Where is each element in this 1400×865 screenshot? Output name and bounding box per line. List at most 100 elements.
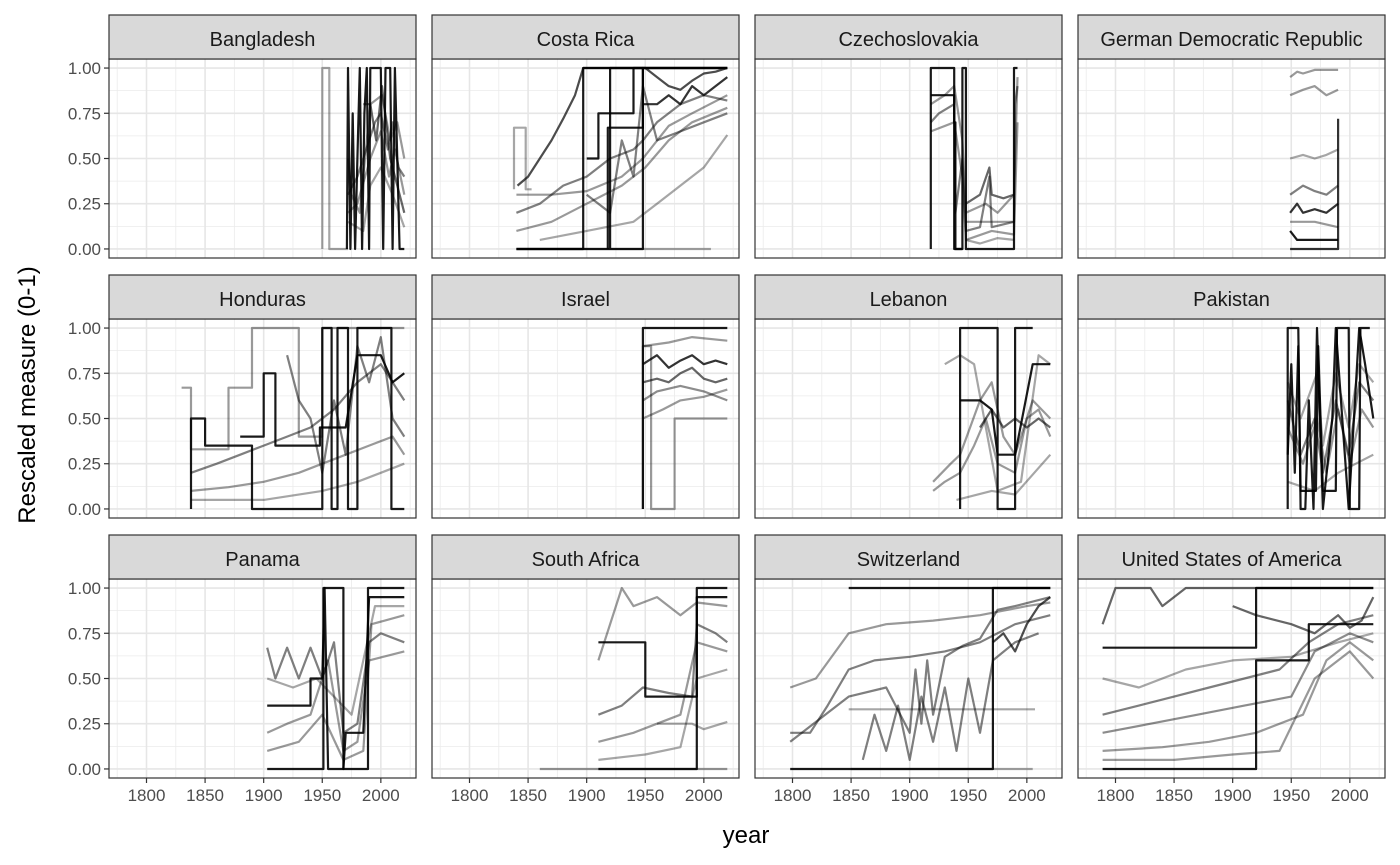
series-line-3 [1289, 148, 1339, 160]
strip-label: Czechoslovakia [838, 29, 979, 51]
series-line-4 [347, 130, 406, 214]
strip-background [1077, 534, 1386, 580]
strip-background [108, 14, 417, 60]
x-tick-label: 1950 [626, 786, 664, 805]
series-line-2 [345, 66, 405, 251]
series-line-4 [266, 650, 405, 752]
facet-panel-honduras: Honduras 0.00 0.25 0.50 0.75 1.00 [68, 274, 417, 519]
series-line-5 [861, 632, 1039, 761]
series-line-4 [642, 366, 728, 384]
x-tick-label: 1850 [1155, 786, 1193, 805]
facet-panel-costa-rica: Costa Rica [431, 14, 740, 259]
series-line-8 [992, 596, 1051, 653]
series-line-5 [598, 641, 728, 743]
series-line-8 [965, 237, 1015, 245]
strip-label: United States of America [1121, 549, 1342, 571]
strip-background [754, 274, 1063, 320]
y-tick-label: 0.75 [68, 104, 101, 123]
series-line-5 [266, 614, 405, 761]
facet-panel-bangladesh: Bangladesh 0.00 0.25 0.50 0.75 1.00 [68, 14, 417, 259]
series-line-4 [789, 596, 1051, 743]
series-line-4 [1290, 118, 1340, 251]
series-line-3 [240, 354, 405, 447]
series-line-7 [286, 336, 406, 474]
series-line-6 [965, 166, 1015, 205]
series-line-7 [1289, 230, 1339, 241]
facet-panel-panama: Panama 0.00 0.25 0.50 0.75 1.00 1800 1850 1900 19… [68, 534, 417, 805]
x-tick-label: 2000 [362, 786, 400, 805]
series-line-7 [642, 388, 728, 420]
series-line-8 [657, 720, 728, 731]
series-line-5 [1289, 202, 1339, 214]
series-line-4 [598, 623, 728, 716]
strip-background [754, 14, 1063, 60]
series-line-7 [1102, 650, 1375, 761]
series-line-5 [586, 66, 728, 160]
series-line-6 [1287, 453, 1374, 492]
series-line-6 [516, 66, 728, 187]
series-line-7 [598, 668, 728, 761]
series-line-6 [191, 462, 405, 501]
strip-background [108, 274, 417, 320]
series-line-6 [266, 605, 405, 716]
series-line-2 [1102, 623, 1374, 771]
strip-label: Bangladesh [210, 29, 316, 51]
strip-label: Honduras [219, 289, 306, 311]
y-tick-label: 1.00 [68, 579, 101, 598]
series-line-6 [597, 586, 728, 661]
series-line-6 [1289, 184, 1339, 196]
facet-panel-israel: Israel [431, 274, 740, 519]
series-line-2 [960, 363, 1051, 456]
series-line-9 [516, 94, 728, 196]
facet-panel-united-states-of-america: United States of America 1800 1850 1900 1950… [1077, 534, 1386, 805]
series-line-5 [190, 435, 406, 492]
y-tick-label: 0.00 [68, 500, 101, 519]
y-tick-label: 1.00 [68, 59, 101, 78]
x-tick-label: 1800 [774, 786, 812, 805]
facet-panel-switzerland: Switzerland 1800 1850 1900 1950 2000 [754, 534, 1063, 805]
strip-label: South Africa [532, 549, 641, 571]
series-line-4 [190, 363, 406, 474]
series-line-12 [642, 76, 728, 106]
x-tick-label: 1900 [245, 786, 283, 805]
x-tick-label: 1850 [832, 786, 870, 805]
series-line-6 [347, 166, 406, 232]
series-line-1 [321, 66, 348, 251]
y-tick-label: 0.50 [68, 410, 101, 429]
series-line-1 [641, 326, 728, 509]
series-line-4 [1102, 614, 1374, 716]
y-tick-label: 0.25 [68, 715, 101, 734]
x-axis-title: year [723, 822, 770, 849]
strip-label: Switzerland [857, 549, 960, 571]
series-line-5 [1102, 632, 1374, 734]
series-line-8 [1232, 596, 1375, 635]
series-line-5 [944, 354, 1051, 492]
strip-label: Panama [225, 549, 300, 571]
series-line-10 [539, 134, 729, 241]
x-tick-label: 1950 [303, 786, 341, 805]
series-line-2 [267, 586, 405, 771]
strip-background [431, 14, 740, 60]
y-axis-title: Rescaled measure (0-1) [14, 266, 41, 523]
series-line-1 [959, 326, 1033, 511]
facet-panel-german-democratic-republic: German Democratic Republic [1077, 14, 1386, 259]
series-line-4 [930, 77, 1019, 214]
series-line-7 [363, 85, 406, 214]
strip-label: Lebanon [870, 289, 948, 311]
facet-panel-pakistan: Pakistan [1077, 274, 1386, 519]
series-line-3 [1101, 586, 1374, 625]
x-tick-label: 1950 [949, 786, 987, 805]
series-line-4 [932, 381, 1052, 483]
strip-background [754, 534, 1063, 580]
series-line-2 [598, 596, 728, 698]
series-line-1 [1289, 68, 1339, 78]
series-line-3 [266, 632, 405, 734]
strip-background [1077, 14, 1386, 60]
series-line-5 [642, 384, 728, 402]
x-tick-label: 1900 [1214, 786, 1252, 805]
y-tick-label: 0.00 [68, 240, 101, 259]
facet-panels: Bangladesh 0.00 0.25 0.50 0.75 1.00 Costa Rica… [68, 14, 1386, 805]
strip-label: Costa Rica [537, 29, 636, 51]
x-tick-label: 1800 [451, 786, 489, 805]
y-tick-label: 0.75 [68, 364, 101, 383]
